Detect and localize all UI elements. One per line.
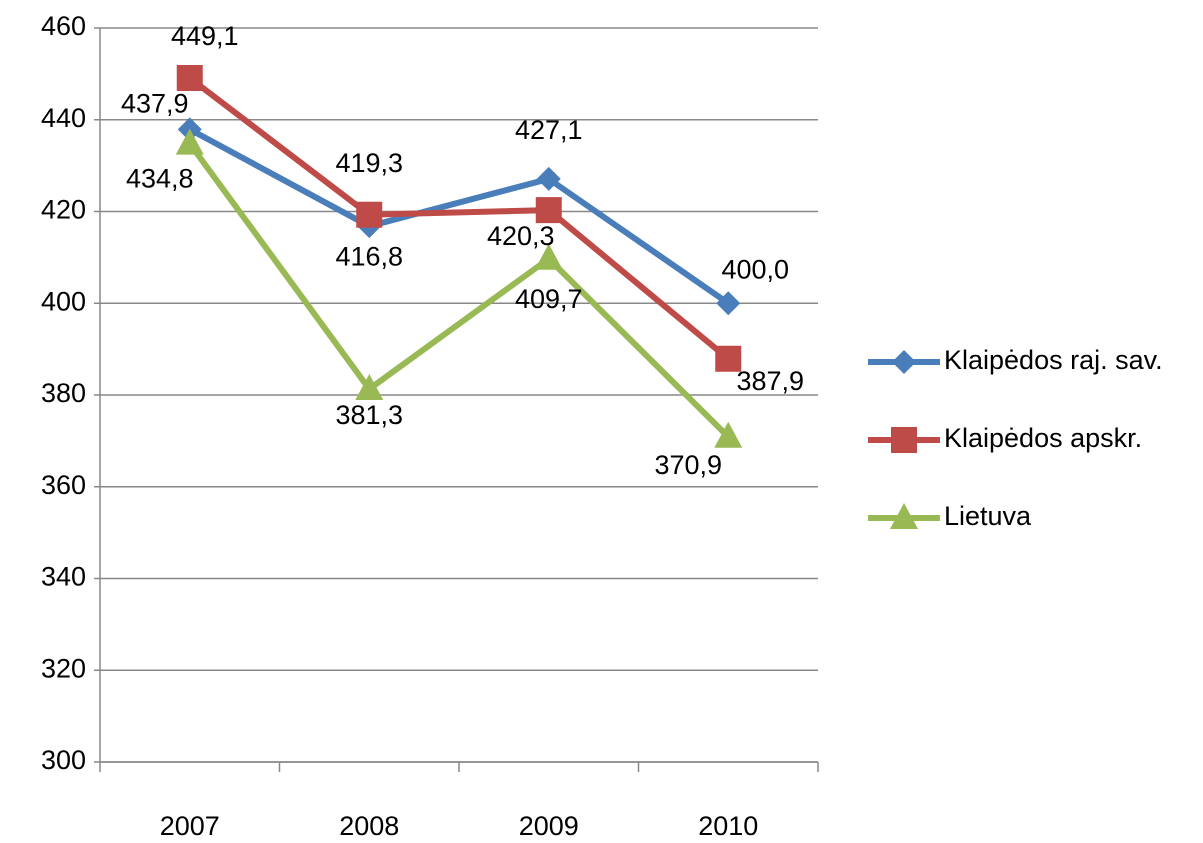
series-line: [187, 141, 731, 439]
y-tick-label: 360: [41, 470, 86, 500]
data-label: 449,1: [171, 21, 239, 51]
data-label: 381,3: [335, 400, 403, 430]
data-label: 387,9: [736, 366, 804, 396]
y-tick-label: 340: [41, 562, 86, 592]
series-line: [188, 126, 730, 306]
x-tick-label: 2008: [339, 811, 399, 841]
data-label: 434,8: [126, 164, 194, 194]
y-tick-label: 460: [41, 11, 86, 41]
data-label: 437,9: [121, 89, 189, 119]
data-point: [355, 374, 384, 401]
y-tick-label: 300: [41, 745, 86, 775]
legend-label: Klaipėdos raj. sav.: [944, 345, 1163, 375]
data-label: 419,3: [335, 148, 403, 178]
legend-label: Lietuva: [944, 501, 1032, 531]
data-label: 416,8: [335, 241, 403, 271]
y-tick-label: 380: [41, 378, 86, 408]
data-point: [535, 197, 562, 224]
x-tick-label: 2009: [519, 811, 579, 841]
x-tick-label: 2007: [160, 811, 220, 841]
y-tick-label: 320: [41, 653, 86, 683]
data-label: 409,7: [515, 284, 583, 314]
data-point: [356, 201, 383, 228]
legend-marker: [891, 427, 917, 453]
data-point: [714, 421, 743, 448]
data-label: 427,1: [515, 115, 583, 145]
legend-marker: [890, 503, 918, 529]
data-label: 400,0: [721, 254, 789, 284]
y-tick-label: 420: [41, 195, 86, 225]
legend-label: Klaipėdos apskr.: [944, 423, 1142, 453]
data-point: [175, 128, 204, 155]
y-tick-label: 440: [41, 103, 86, 133]
data-point: [536, 166, 561, 191]
series-line: [187, 75, 731, 362]
legend-marker: [892, 350, 916, 374]
data-label: 370,9: [654, 450, 722, 480]
y-tick-label: 400: [41, 286, 86, 316]
data-point: [715, 345, 742, 372]
data-label: 420,3: [487, 221, 555, 251]
data-point: [534, 243, 563, 270]
data-point: [176, 65, 203, 92]
x-tick-label: 2010: [698, 811, 758, 841]
data-point: [716, 291, 741, 316]
